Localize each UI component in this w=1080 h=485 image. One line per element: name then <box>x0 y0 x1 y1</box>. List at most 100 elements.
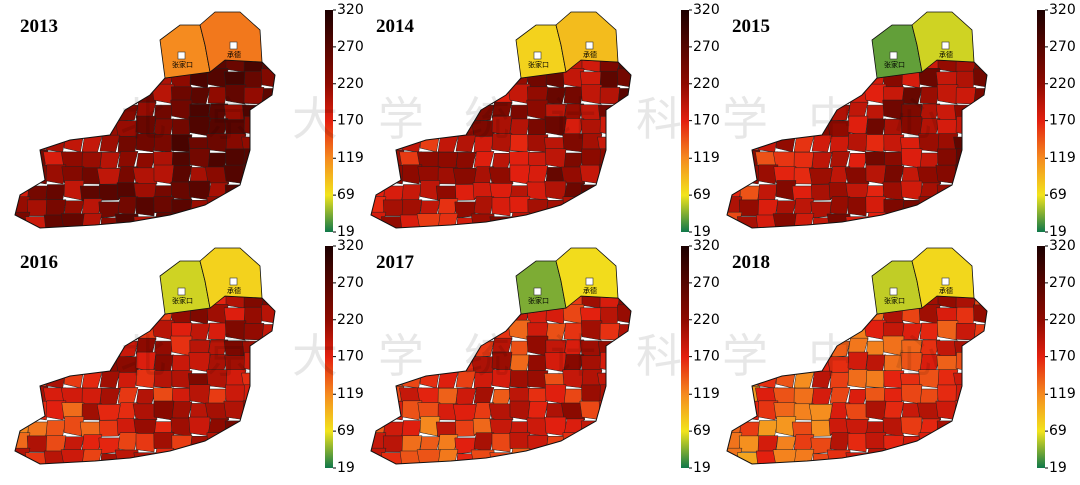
city-label: 承德 <box>227 50 241 59</box>
region <box>259 436 275 453</box>
region <box>599 183 621 201</box>
region <box>280 402 300 420</box>
region <box>757 68 779 89</box>
region <box>278 231 300 248</box>
region <box>277 437 300 453</box>
region <box>901 214 923 228</box>
region <box>419 416 441 437</box>
region <box>98 296 121 309</box>
region <box>278 467 300 484</box>
region <box>45 133 67 153</box>
region <box>45 117 67 137</box>
region <box>989 294 1012 310</box>
region <box>955 323 977 341</box>
region <box>617 165 631 185</box>
region <box>546 231 566 248</box>
region <box>973 165 987 185</box>
region <box>453 73 477 91</box>
region <box>791 465 815 484</box>
region <box>617 304 631 325</box>
region <box>973 387 987 405</box>
region <box>280 304 300 324</box>
region <box>600 230 620 248</box>
region <box>738 435 761 453</box>
region <box>829 151 851 169</box>
region <box>242 400 265 421</box>
region <box>757 60 779 74</box>
region <box>280 149 300 168</box>
region <box>435 465 459 484</box>
region <box>81 387 103 405</box>
map-regions <box>15 58 300 248</box>
region <box>636 402 656 420</box>
region <box>261 304 275 325</box>
region <box>371 447 387 464</box>
region <box>277 58 300 74</box>
region <box>117 467 138 484</box>
region <box>99 420 121 437</box>
region <box>401 420 423 437</box>
region <box>243 419 265 437</box>
region <box>15 152 31 170</box>
region <box>617 183 631 201</box>
region <box>918 432 941 453</box>
region <box>847 433 869 453</box>
region <box>971 436 987 453</box>
city-marker <box>229 277 238 286</box>
region <box>599 384 621 405</box>
region <box>561 212 585 228</box>
region <box>452 168 478 185</box>
region <box>509 212 531 228</box>
colorbar-tick-label: 170 <box>1049 113 1076 129</box>
region <box>26 296 49 309</box>
region <box>738 309 761 326</box>
colorbar <box>1037 10 1045 232</box>
region <box>170 215 193 228</box>
colorbar-tick-label: 320 <box>693 238 720 254</box>
region <box>864 468 886 484</box>
region <box>117 196 139 217</box>
region <box>135 389 157 406</box>
region <box>491 296 513 310</box>
region <box>562 432 585 453</box>
region <box>27 338 49 357</box>
region <box>918 196 941 217</box>
region <box>60 213 86 228</box>
region <box>936 216 959 228</box>
region <box>727 403 743 421</box>
colorbar-tick-label: 119 <box>337 150 364 166</box>
colorbar-tick-label: 19 <box>1049 224 1067 240</box>
region <box>208 229 228 248</box>
region <box>634 231 656 248</box>
colorbar-tick-label: 220 <box>1049 312 1076 328</box>
region <box>63 336 85 357</box>
region <box>205 402 229 421</box>
region <box>15 352 31 373</box>
region <box>79 102 103 121</box>
region <box>508 232 530 248</box>
region <box>455 388 477 405</box>
region <box>847 308 869 326</box>
region <box>901 450 923 464</box>
panel-year: 2015 <box>732 16 770 37</box>
region <box>473 467 494 484</box>
region <box>153 400 175 421</box>
region <box>775 180 797 201</box>
region <box>974 229 994 248</box>
region <box>793 68 815 89</box>
region <box>280 385 300 404</box>
region <box>990 121 1012 137</box>
region <box>793 151 815 169</box>
region <box>402 229 422 248</box>
region <box>261 151 275 169</box>
region <box>371 296 387 309</box>
region <box>189 214 211 228</box>
region <box>28 467 48 484</box>
region <box>829 387 851 405</box>
region <box>99 184 121 201</box>
region <box>920 465 940 484</box>
region <box>135 296 157 310</box>
region <box>598 400 621 421</box>
region <box>811 388 833 405</box>
region <box>974 465 994 484</box>
